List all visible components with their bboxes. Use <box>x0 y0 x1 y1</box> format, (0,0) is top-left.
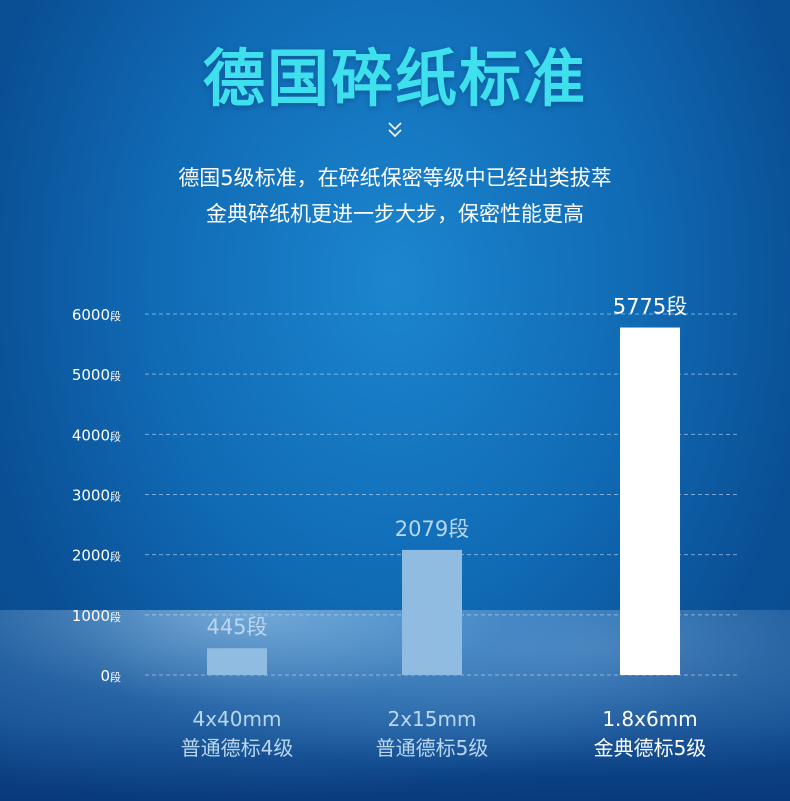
y-tick-number: 3000 <box>72 487 110 505</box>
x-category-label-line2: 普通德标4级 <box>181 736 294 760</box>
x-category-label-line1: 4x40mm <box>193 707 282 731</box>
y-tick-label: 5000段 <box>72 366 121 384</box>
y-tick-unit: 段 <box>110 550 121 564</box>
y-tick-number: 5000 <box>72 366 110 384</box>
bar-value-label: 445段 <box>206 615 267 639</box>
y-tick-unit: 段 <box>110 490 121 504</box>
y-tick-unit: 段 <box>110 670 121 684</box>
y-tick-unit: 段 <box>110 369 121 383</box>
y-tick-label: 2000段 <box>72 547 121 565</box>
bar-value-label: 5775段 <box>613 295 687 319</box>
x-category-label-line2: 金典德标5级 <box>594 736 707 760</box>
y-tick-number: 1000 <box>72 607 110 625</box>
y-tick-label: 3000段 <box>72 487 121 505</box>
subtitle-line-2: 金典碎纸机更进一步大步，保密性能更高 <box>206 202 584 226</box>
y-tick-number: 0 <box>100 667 110 685</box>
y-tick-label: 1000段 <box>72 607 121 625</box>
double-chevron-down-icon <box>388 122 402 138</box>
y-tick-unit: 段 <box>110 610 121 624</box>
page-title: 德国碎纸标准 <box>202 42 587 115</box>
y-tick-unit: 段 <box>110 429 121 443</box>
y-tick-label: 6000段 <box>72 306 121 324</box>
x-category-label-line2: 普通德标5级 <box>376 736 489 760</box>
bar <box>207 648 267 675</box>
y-tick-label: 0段 <box>100 667 121 685</box>
y-tick-number: 4000 <box>72 426 110 444</box>
y-tick-unit: 段 <box>110 309 121 323</box>
bar <box>620 327 680 675</box>
x-category-label-line1: 2x15mm <box>388 707 477 731</box>
y-tick-label: 4000段 <box>72 426 121 444</box>
y-tick-number: 6000 <box>72 306 110 324</box>
x-category-label-line1: 1.8x6mm <box>602 707 697 731</box>
subtitle-line-1: 德国5级标准，在碎纸保密等级中已经出类拔萃 <box>178 166 612 190</box>
y-tick-number: 2000 <box>72 547 110 565</box>
bar-value-label: 2079段 <box>395 517 469 541</box>
bar <box>402 549 462 675</box>
